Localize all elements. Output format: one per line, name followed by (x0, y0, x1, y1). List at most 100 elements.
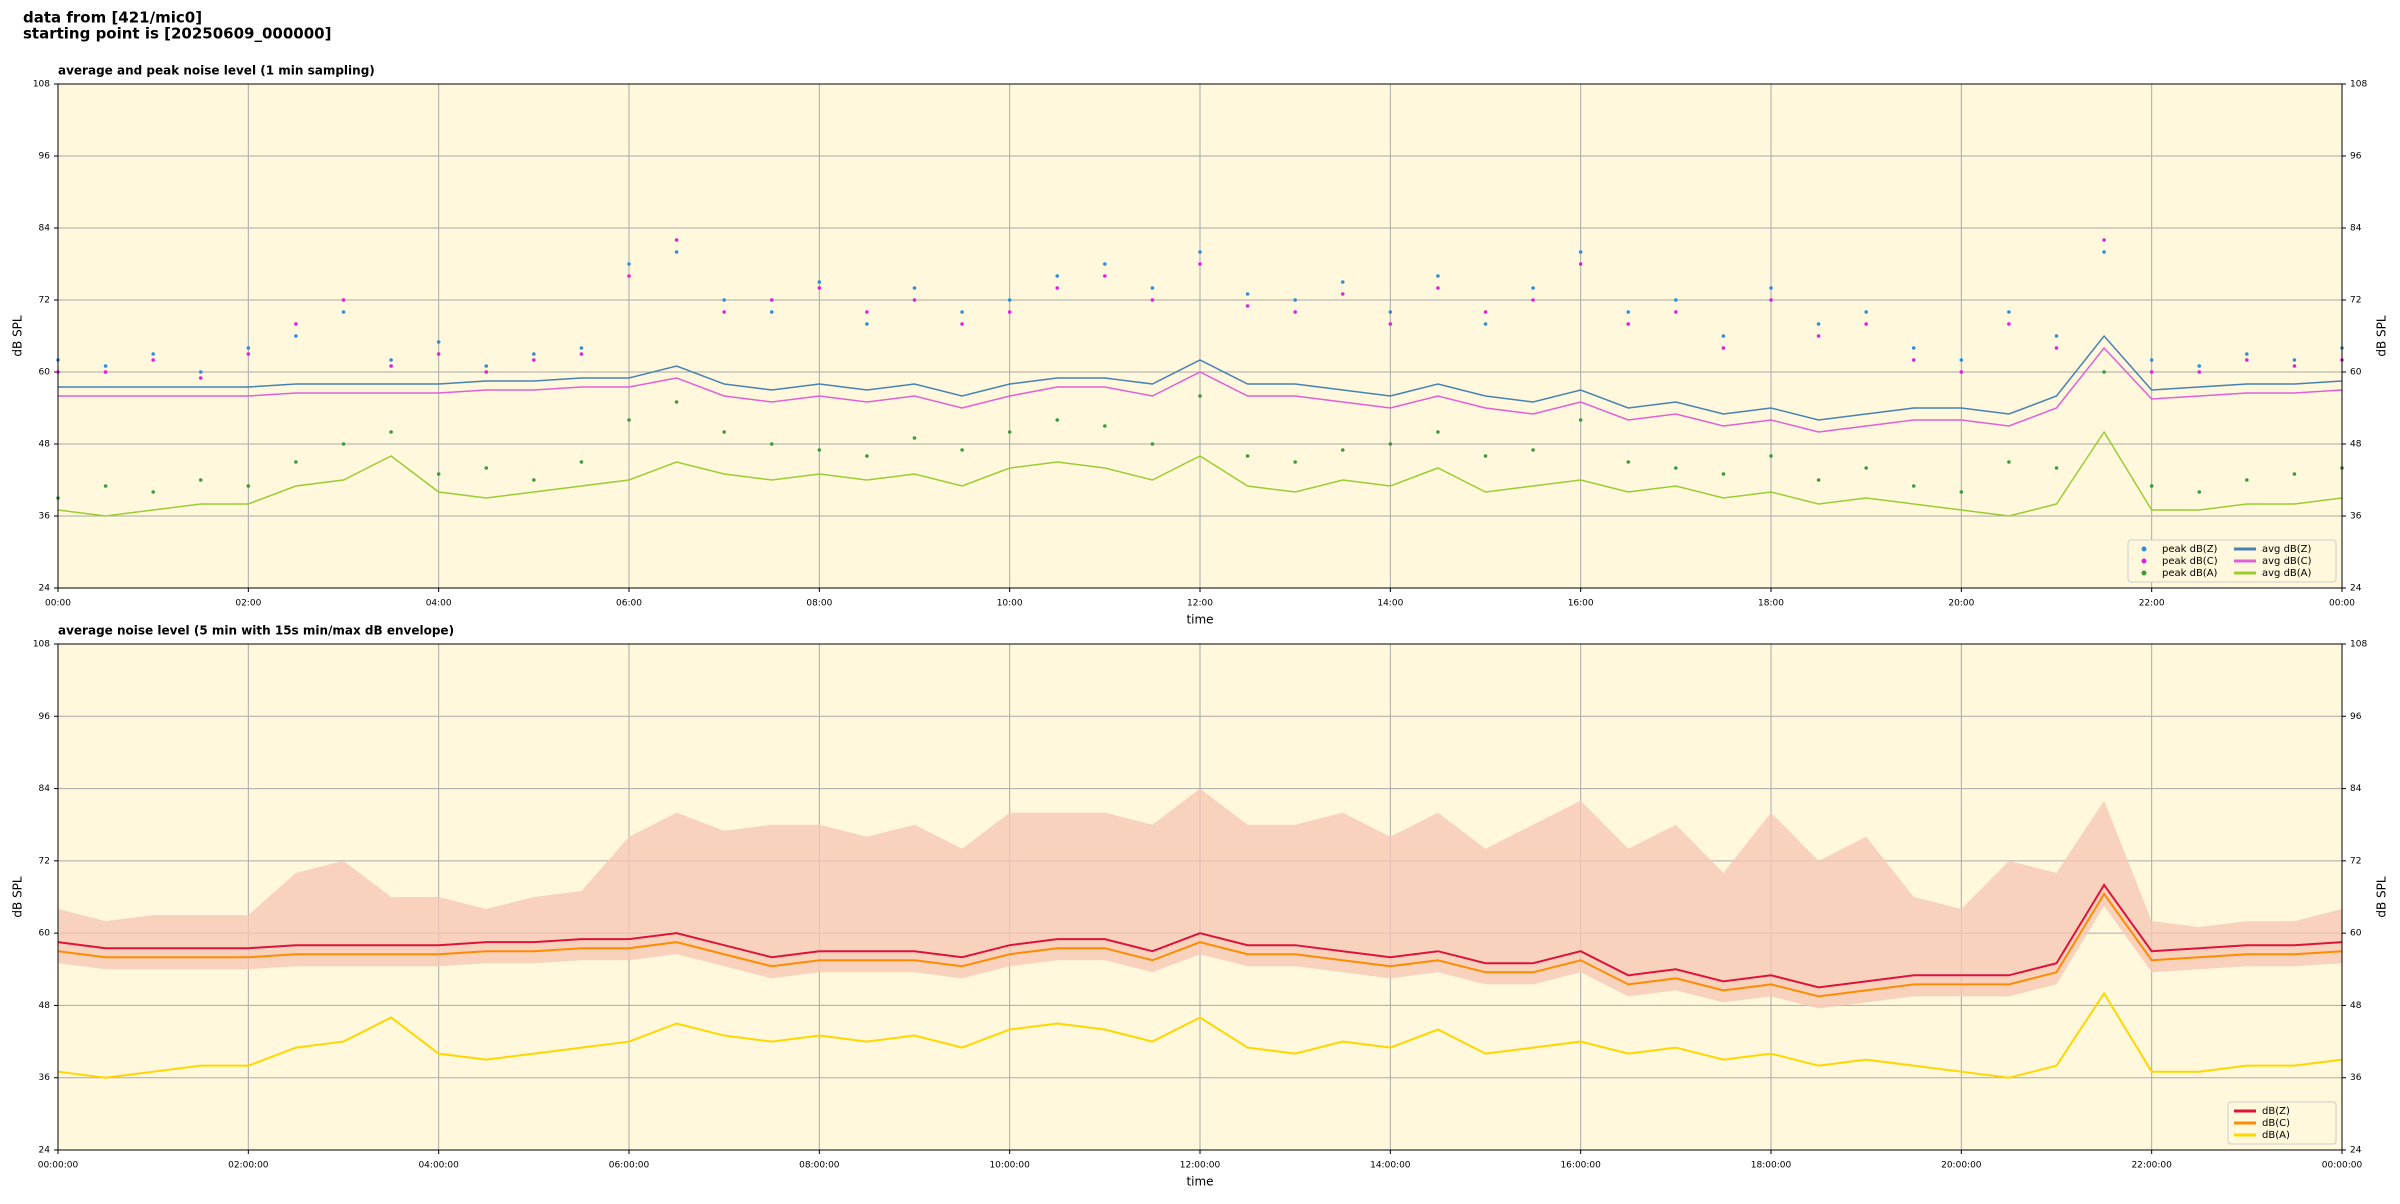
peak-dot (865, 310, 869, 314)
series-line (58, 334, 2343, 421)
y-tick-label: 36 (2350, 1073, 2362, 1083)
x-tick-label: 02:00:00 (228, 1161, 269, 1171)
series-line (57, 883, 2343, 989)
peak-dot (2054, 466, 2059, 470)
y-tick-label: 48 (2350, 440, 2362, 450)
envelope-band (58, 788, 2342, 1009)
peak-dot (1769, 454, 1773, 458)
peak-dot (1578, 250, 1583, 254)
y-axis-label: dB SPL (11, 315, 25, 357)
y-axis-label: dB SPL (11, 876, 25, 918)
peak-dot (484, 466, 489, 470)
peak-dot (1150, 298, 1155, 302)
legend-label: avg dB(A) (2262, 568, 2312, 579)
peak-dot (769, 442, 774, 446)
peak-dot (2102, 250, 2106, 254)
x-tick-label: 10:00:00 (989, 1161, 1030, 1171)
x-tick-label: 00:00 (2329, 599, 2355, 609)
legend-label: avg dB(C) (2262, 556, 2312, 567)
y-tick-label: 60 (39, 368, 51, 378)
peak-dot (2007, 322, 2011, 326)
peak-dot (912, 298, 917, 302)
y-tick-label: 72 (39, 296, 50, 306)
y-tick-label: 60 (39, 929, 51, 939)
peak-dot (2292, 472, 2297, 476)
x-tick-label: 06:00 (616, 599, 642, 609)
peak-dot (1674, 310, 1678, 314)
peak-dot (2149, 370, 2154, 374)
x-tick-label: 14:00 (1377, 599, 1403, 609)
y-tick-label: 84 (2350, 224, 2362, 234)
legend-label: peak dB(C) (2162, 556, 2218, 567)
peak-dot (865, 322, 869, 326)
y-tick-label: 36 (2350, 512, 2362, 522)
y-tick-label: 60 (2350, 368, 2362, 378)
peak-dot (2007, 460, 2011, 464)
peak-dot (1959, 490, 1964, 494)
header-line: data from [421/mic0] (23, 9, 202, 27)
peak-dot (2197, 370, 2202, 374)
peak-dot (1911, 358, 1916, 362)
y-tick-label: 24 (39, 1146, 51, 1156)
x-tick-label: 14:00:00 (1370, 1161, 1411, 1171)
y-tick-label: 24 (2350, 584, 2362, 594)
peak-dot (1293, 298, 1297, 302)
peak-dot (1340, 448, 1345, 452)
legend-label: peak dB(Z) (2162, 544, 2218, 555)
peak-dot (389, 430, 393, 434)
y-tick-label: 36 (39, 1073, 51, 1083)
peak-dot (960, 322, 964, 326)
peak-dot (722, 298, 726, 302)
peak-dot (1103, 274, 1107, 278)
peak-dot (1959, 370, 1964, 374)
peak-dot (1911, 484, 1916, 488)
peak-dot (1626, 310, 1631, 314)
x-tick-label: 20:00:00 (1941, 1161, 1982, 1171)
peak-dot (1721, 472, 1726, 476)
peak-dot (1674, 298, 1678, 302)
y-axis-label: dB SPL (2375, 315, 2389, 357)
x-tick-label: 16:00:00 (1560, 1161, 1601, 1171)
peak-dot (1340, 292, 1345, 296)
peak-dot (1911, 346, 1916, 350)
peak-dot (2245, 478, 2249, 482)
peak-dot (2149, 484, 2154, 488)
peak-dot (341, 310, 346, 314)
peak-dot (912, 286, 917, 290)
peak-dot (436, 472, 441, 476)
peak-dot (1721, 334, 1726, 338)
x-tick-label: 20:00 (1948, 599, 1974, 609)
chart-title: average noise level (5 min with 15s min/… (58, 624, 454, 638)
peak-dot (103, 364, 108, 368)
peak-dot (1007, 298, 1012, 302)
x-tick-label: 04:00 (426, 599, 452, 609)
peak-dot (2292, 364, 2297, 368)
x-tick-label: 02:00 (235, 599, 261, 609)
y-tick-label: 48 (2350, 1001, 2362, 1011)
peak-dot (865, 454, 869, 458)
y-tick-label: 108 (33, 80, 50, 90)
peak-dot (1483, 322, 1488, 326)
peak-dot (1721, 346, 1726, 350)
peak-dot (2102, 238, 2106, 242)
chart-title: average and peak noise level (1 min samp… (58, 64, 375, 78)
peak-dot (341, 442, 346, 446)
peak-dot (436, 352, 441, 356)
peak-dot (484, 364, 489, 368)
peak-dot (2197, 364, 2202, 368)
peak-dot (1959, 358, 1964, 362)
peak-dot (246, 352, 251, 356)
x-tick-label: 04:00:00 (418, 1161, 459, 1171)
peak-dot (151, 352, 155, 356)
peak-dot (294, 460, 298, 464)
peak-dot (817, 286, 822, 290)
peak-dot (1198, 250, 1202, 254)
legend-label: dB(C) (2262, 1118, 2290, 1129)
peak-dot (1293, 460, 1297, 464)
peak-dot (1388, 322, 1393, 326)
peak-dot (532, 358, 536, 362)
peak-dot (674, 238, 679, 242)
peak-dot (1769, 286, 1773, 290)
y-tick-label: 48 (39, 1001, 51, 1011)
peak-dot (1626, 460, 1631, 464)
